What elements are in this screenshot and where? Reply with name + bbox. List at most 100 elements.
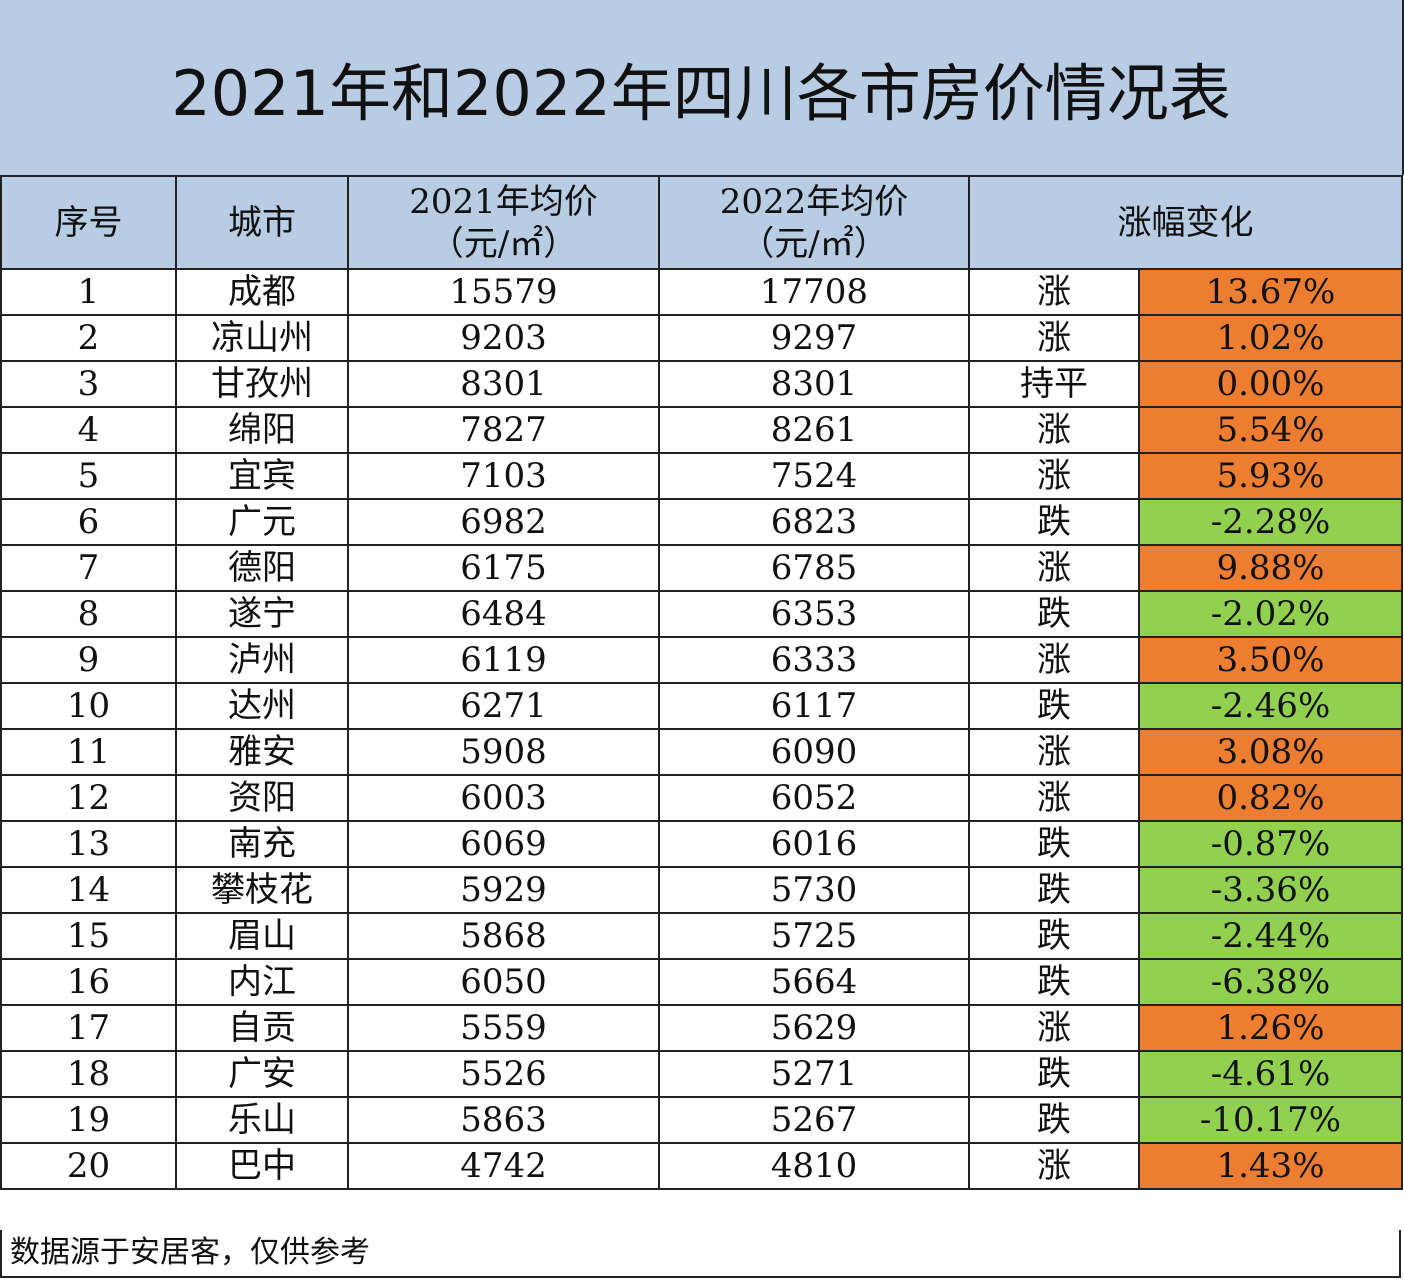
table-row: 5 宜宾 7103 7524 涨 5.93% — [0, 452, 1403, 500]
price-2021: 6069 — [347, 820, 660, 868]
price-2022: 6016 — [658, 820, 970, 868]
rank: 1 — [0, 268, 177, 316]
change: 3.08% — [1138, 728, 1403, 776]
change: 9.88% — [1138, 544, 1403, 592]
price-2021: 6119 — [347, 636, 660, 684]
table-row: 15 眉山 5868 5725 跌 -2.44% — [0, 912, 1403, 960]
table-row: 20 巴中 4742 4810 涨 1.43% — [0, 1142, 1403, 1190]
table-row: 3 甘孜州 8301 8301 持平 0.00% — [0, 360, 1403, 408]
change: 1.26% — [1138, 1004, 1403, 1052]
city: 遂宁 — [175, 590, 349, 638]
price-2021: 6271 — [347, 682, 660, 730]
rank: 5 — [0, 452, 177, 500]
column-header: 城市 — [175, 175, 349, 270]
city: 攀枝花 — [175, 866, 349, 914]
table-row: 17 自贡 5559 5629 涨 1.26% — [0, 1004, 1403, 1052]
city: 德阳 — [175, 544, 349, 592]
rank: 14 — [0, 866, 177, 914]
rank: 18 — [0, 1050, 177, 1098]
city: 资阳 — [175, 774, 349, 822]
city: 广元 — [175, 498, 349, 546]
trend: 跌 — [968, 590, 1140, 638]
price-2022: 9297 — [658, 314, 970, 362]
price-2022: 6785 — [658, 544, 970, 592]
table-body: 1 成都 15579 17708 涨 13.67% 2 凉山州 9203 9297 涨 1.02% 3 甘… — [0, 268, 1403, 1190]
table-row: 11 雅安 5908 6090 涨 3.08% — [0, 728, 1403, 776]
trend: 跌 — [968, 1096, 1140, 1144]
price-2022: 5271 — [658, 1050, 970, 1098]
price-2021: 5868 — [347, 912, 660, 960]
title: 2021年和2022年四川各市房价情况表 — [0, 0, 1404, 175]
price-table: 序号 城市 2021年均价 （元/㎡） 2022年均价 （元/㎡） 涨幅变化 1 成都 15… — [0, 175, 1403, 1190]
column-header: 涨幅变化 — [968, 175, 1403, 270]
price-2022: 8301 — [658, 360, 970, 408]
price-2021: 8301 — [347, 360, 660, 408]
price-2021: 6003 — [347, 774, 660, 822]
change: -2.46% — [1138, 682, 1403, 730]
price-2021: 6484 — [347, 590, 660, 638]
city: 绵阳 — [175, 406, 349, 454]
price-2022: 6052 — [658, 774, 970, 822]
rank: 7 — [0, 544, 177, 592]
rank: 6 — [0, 498, 177, 546]
trend: 涨 — [968, 1004, 1140, 1052]
trend: 涨 — [968, 636, 1140, 684]
price-2021: 6982 — [347, 498, 660, 546]
trend: 跌 — [968, 1050, 1140, 1098]
trend: 跌 — [968, 958, 1140, 1006]
price-2022: 6333 — [658, 636, 970, 684]
price-2021: 6050 — [347, 958, 660, 1006]
change: 0.00% — [1138, 360, 1403, 408]
trend: 跌 — [968, 912, 1140, 960]
trend: 跌 — [968, 498, 1140, 546]
price-2022: 5629 — [658, 1004, 970, 1052]
table-row: 7 德阳 6175 6785 涨 9.88% — [0, 544, 1403, 592]
trend: 涨 — [968, 728, 1140, 776]
column-header: 序号 — [0, 175, 177, 270]
change: -2.44% — [1138, 912, 1403, 960]
city: 南充 — [175, 820, 349, 868]
rank: 20 — [0, 1142, 177, 1190]
rank: 16 — [0, 958, 177, 1006]
change: 5.93% — [1138, 452, 1403, 500]
city: 达州 — [175, 682, 349, 730]
change: 1.43% — [1138, 1142, 1403, 1190]
change: 3.50% — [1138, 636, 1403, 684]
price-2022: 6353 — [658, 590, 970, 638]
change: 1.02% — [1138, 314, 1403, 362]
price-2021: 5908 — [347, 728, 660, 776]
city: 泸州 — [175, 636, 349, 684]
city: 广安 — [175, 1050, 349, 1098]
trend: 涨 — [968, 1142, 1140, 1190]
city: 眉山 — [175, 912, 349, 960]
city: 成都 — [175, 268, 349, 316]
price-2022: 4810 — [658, 1142, 970, 1190]
change: -2.28% — [1138, 498, 1403, 546]
price-2021: 15579 — [347, 268, 660, 316]
change: 13.67% — [1138, 268, 1403, 316]
table-row: 2 凉山州 9203 9297 涨 1.02% — [0, 314, 1403, 362]
trend: 涨 — [968, 314, 1140, 362]
city: 雅安 — [175, 728, 349, 776]
price-2021: 6175 — [347, 544, 660, 592]
price-2021: 4742 — [347, 1142, 660, 1190]
rank: 4 — [0, 406, 177, 454]
price-2021: 5526 — [347, 1050, 660, 1098]
table-row: 4 绵阳 7827 8261 涨 5.54% — [0, 406, 1403, 454]
column-header: 2021年均价 （元/㎡） — [347, 175, 660, 270]
city: 内江 — [175, 958, 349, 1006]
table-row: 14 攀枝花 5929 5730 跌 -3.36% — [0, 866, 1403, 914]
change: -0.87% — [1138, 820, 1403, 868]
change: 0.82% — [1138, 774, 1403, 822]
price-2021: 5559 — [347, 1004, 660, 1052]
table-row: 12 资阳 6003 6052 涨 0.82% — [0, 774, 1403, 822]
price-2022: 5267 — [658, 1096, 970, 1144]
rank: 10 — [0, 682, 177, 730]
rank: 9 — [0, 636, 177, 684]
price-2021: 9203 — [347, 314, 660, 362]
table-row: 16 内江 6050 5664 跌 -6.38% — [0, 958, 1403, 1006]
rank: 12 — [0, 774, 177, 822]
price-2022: 5664 — [658, 958, 970, 1006]
header-row: 序号 城市 2021年均价 （元/㎡） 2022年均价 （元/㎡） 涨幅变化 — [0, 175, 1403, 270]
